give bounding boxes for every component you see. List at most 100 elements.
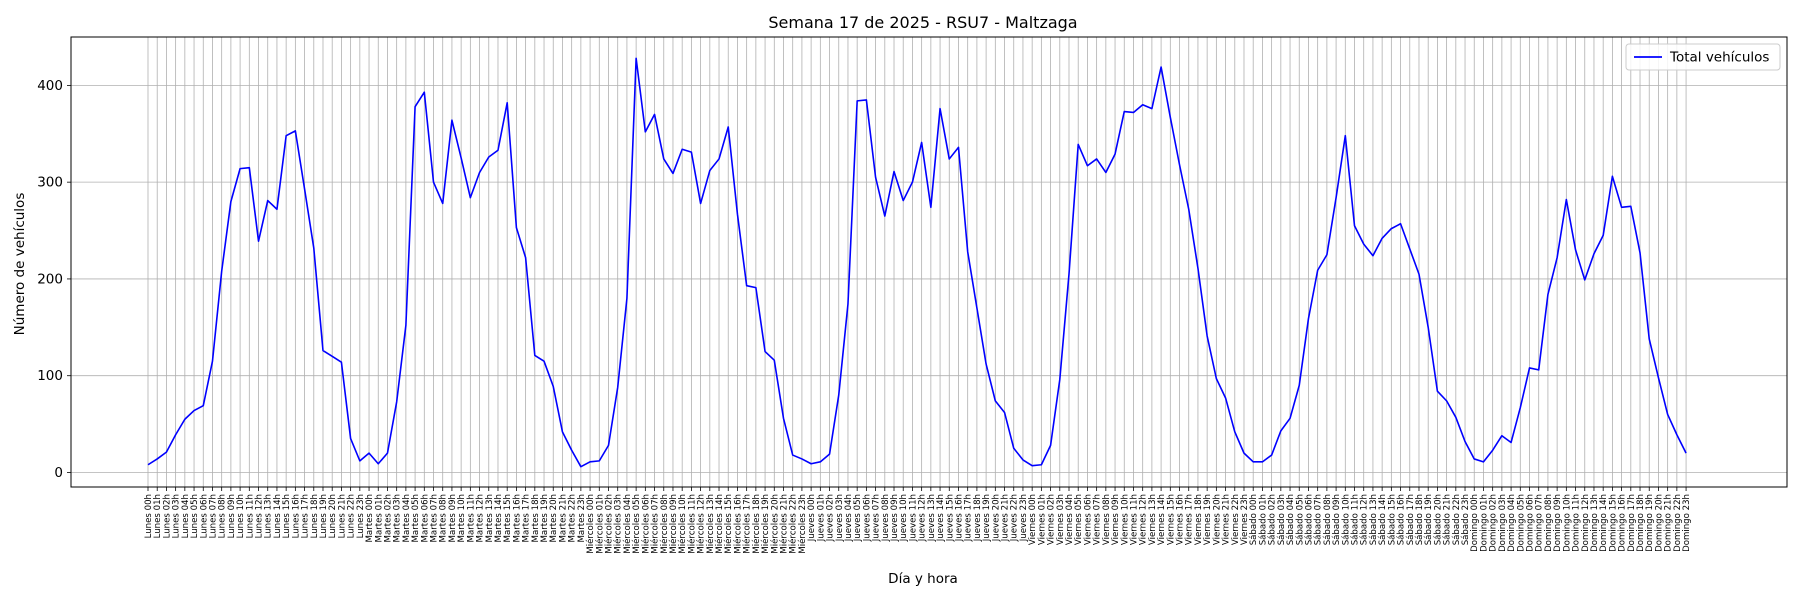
x-tick-label: Miércoles 11h bbox=[686, 494, 697, 554]
x-tick-label: Jueves 04h bbox=[844, 494, 854, 542]
x-tick-label: Sábado 15h bbox=[1387, 494, 1397, 545]
x-tick-label: Miércoles 19h bbox=[760, 494, 771, 554]
x-tick-label: Jueves 21h bbox=[1001, 494, 1011, 542]
x-tick-label: Sábado 16h bbox=[1397, 494, 1407, 545]
x-tick-label: Lunes 22h bbox=[347, 494, 357, 538]
x-tick-label: Lunes 10h bbox=[236, 494, 246, 538]
x-tick-label: Jueves 02h bbox=[826, 494, 836, 542]
chart-title: Semana 17 de 2025 - RSU7 - Maltzaga bbox=[768, 13, 1077, 32]
x-tick-label: Jueves 17h bbox=[964, 494, 974, 542]
x-tick-label: Viernes 11h bbox=[1129, 494, 1139, 545]
x-tick-label: Viernes 14h bbox=[1157, 494, 1167, 545]
plot-frame bbox=[70, 36, 1788, 488]
x-tick-label: Sábado 11h bbox=[1351, 494, 1361, 545]
x-tick-label: Jueves 22h bbox=[1010, 494, 1020, 542]
x-tick-label: Viernes 16h bbox=[1176, 494, 1186, 545]
x-tick-label: Viernes 20h bbox=[1212, 494, 1222, 545]
x-tick-label: Viernes 04h bbox=[1065, 494, 1075, 545]
x-tick-label: Domingo 11h bbox=[1572, 494, 1582, 552]
x-tick-label: Martes 18h bbox=[531, 494, 541, 542]
x-tick-label: Sábado 13h bbox=[1369, 494, 1379, 545]
x-tick-label: Miércoles 02h bbox=[604, 494, 615, 554]
x-tick-label: Viernes 02h bbox=[1047, 494, 1057, 545]
x-tick-label: Domingo 15h bbox=[1608, 494, 1618, 552]
x-tick-label: Viernes 12h bbox=[1139, 494, 1149, 545]
x-tick-label: Viernes 01h bbox=[1037, 494, 1047, 545]
x-tick-label: Miércoles 06h bbox=[640, 494, 651, 554]
x-tick-label: Jueves 11h bbox=[908, 494, 918, 542]
x-tick-label: Miércoles 09h bbox=[668, 494, 679, 554]
x-tick-label: Lunes 19h bbox=[319, 494, 329, 538]
x-tick-label: Sábado 05h bbox=[1295, 494, 1305, 545]
x-tick-label: Sábado 14h bbox=[1378, 494, 1388, 545]
x-tick-label: Lunes 04h bbox=[181, 494, 191, 538]
x-tick-label: Miércoles 04h bbox=[622, 494, 633, 554]
x-tick-label: Sábado 08h bbox=[1323, 494, 1333, 545]
x-tick-label: Lunes 18h bbox=[310, 494, 320, 538]
x-tick-label: Viernes 23h bbox=[1240, 494, 1250, 545]
x-tick-label: Sábado 20h bbox=[1433, 494, 1443, 545]
x-tick-label: Jueves 00h bbox=[807, 494, 817, 542]
x-tick-label: Miércoles 15h bbox=[723, 494, 734, 554]
x-tick-label: Martes 11h bbox=[466, 494, 476, 542]
x-tick-label: Miércoles 22h bbox=[788, 494, 799, 554]
x-tick-label: Domingo 20h bbox=[1654, 494, 1664, 552]
x-tick-label: Domingo 18h bbox=[1636, 494, 1646, 552]
x-tick-label: Miércoles 03h bbox=[613, 494, 624, 554]
x-tick-label: Martes 23h bbox=[577, 494, 587, 542]
x-tick-label: Jueves 07h bbox=[872, 494, 882, 542]
x-tick-label: Viernes 17h bbox=[1185, 494, 1195, 545]
x-tick-label: Lunes 16h bbox=[291, 494, 301, 538]
x-tick-label: Miércoles 08h bbox=[659, 494, 670, 554]
y-tick-label: 0 bbox=[54, 465, 63, 481]
x-tick-label: Jueves 20h bbox=[991, 494, 1001, 542]
x-tick-label: Jueves 05h bbox=[853, 494, 863, 542]
x-tick-label: Lunes 00h bbox=[144, 494, 154, 538]
x-tick-label: Domingo 22h bbox=[1673, 494, 1683, 552]
x-tick-label: Martes 16h bbox=[512, 494, 522, 542]
x-tick-label: Sábado 04h bbox=[1286, 494, 1296, 545]
x-tick-label: Sábado 23h bbox=[1461, 494, 1471, 545]
series-layer bbox=[147, 57, 1687, 468]
x-tick-label: Viernes 18h bbox=[1194, 494, 1204, 545]
x-tick-label: Domingo 13h bbox=[1590, 494, 1600, 552]
x-tick-label: Viernes 10h bbox=[1120, 494, 1130, 545]
x-tick-label: Jueves 23h bbox=[1019, 494, 1029, 542]
x-tick-label: Sábado 03h bbox=[1277, 494, 1287, 545]
x-tick-label: Sábado 19h bbox=[1424, 494, 1434, 545]
x-tick-label: Lunes 01h bbox=[153, 494, 163, 538]
x-tick-label: Jueves 08h bbox=[881, 494, 891, 542]
x-tick-label: Domingo 05h bbox=[1516, 494, 1526, 552]
x-tick-label: Lunes 23h bbox=[356, 494, 366, 538]
x-tick-label: Martes 13h bbox=[485, 494, 495, 542]
x-tick-label: Lunes 11h bbox=[245, 494, 255, 538]
x-tick-label: Domingo 23h bbox=[1682, 494, 1692, 552]
x-tick-label: Martes 10h bbox=[457, 494, 467, 542]
x-tick-label: Jueves 10h bbox=[899, 494, 909, 542]
x-tick-label: Viernes 05h bbox=[1074, 494, 1084, 545]
x-tick-label: Domingo 08h bbox=[1544, 494, 1554, 552]
x-tick-label: Miércoles 17h bbox=[742, 494, 753, 554]
x-tick-label: Lunes 20h bbox=[328, 494, 338, 538]
x-tick-label: Martes 09h bbox=[448, 494, 458, 542]
x-tick-label: Domingo 16h bbox=[1618, 494, 1628, 552]
x-tick-label: Domingo 06h bbox=[1526, 494, 1536, 552]
x-tick-label: Sábado 09h bbox=[1332, 494, 1342, 545]
x-tick-label: Lunes 14h bbox=[273, 494, 283, 538]
x-tick-label: Miércoles 01h bbox=[594, 494, 605, 554]
x-tick-label: Miércoles 10h bbox=[677, 494, 688, 554]
x-tick-label: Domingo 00h bbox=[1470, 494, 1480, 552]
x-tick-label: Miércoles 13h bbox=[705, 494, 716, 554]
x-tick-label: Sábado 06h bbox=[1304, 494, 1314, 545]
x-tick-label: Lunes 05h bbox=[190, 494, 200, 538]
x-tick-label: Lunes 17h bbox=[301, 494, 311, 538]
x-tick-label: Domingo 03h bbox=[1498, 494, 1508, 552]
tick-layer: Lunes 00h Lunes 01h Lunes 02h Lunes 03h Lune… bbox=[37, 78, 1692, 554]
x-tick-label: Sábado 22h bbox=[1452, 494, 1462, 545]
x-tick-label: Domingo 17h bbox=[1627, 494, 1637, 552]
x-tick-label: Viernes 07h bbox=[1093, 494, 1103, 545]
x-tick-label: Martes 02h bbox=[383, 494, 393, 542]
x-tick-label: Sábado 10h bbox=[1341, 494, 1351, 545]
x-tick-label: Miércoles 14h bbox=[714, 494, 725, 554]
